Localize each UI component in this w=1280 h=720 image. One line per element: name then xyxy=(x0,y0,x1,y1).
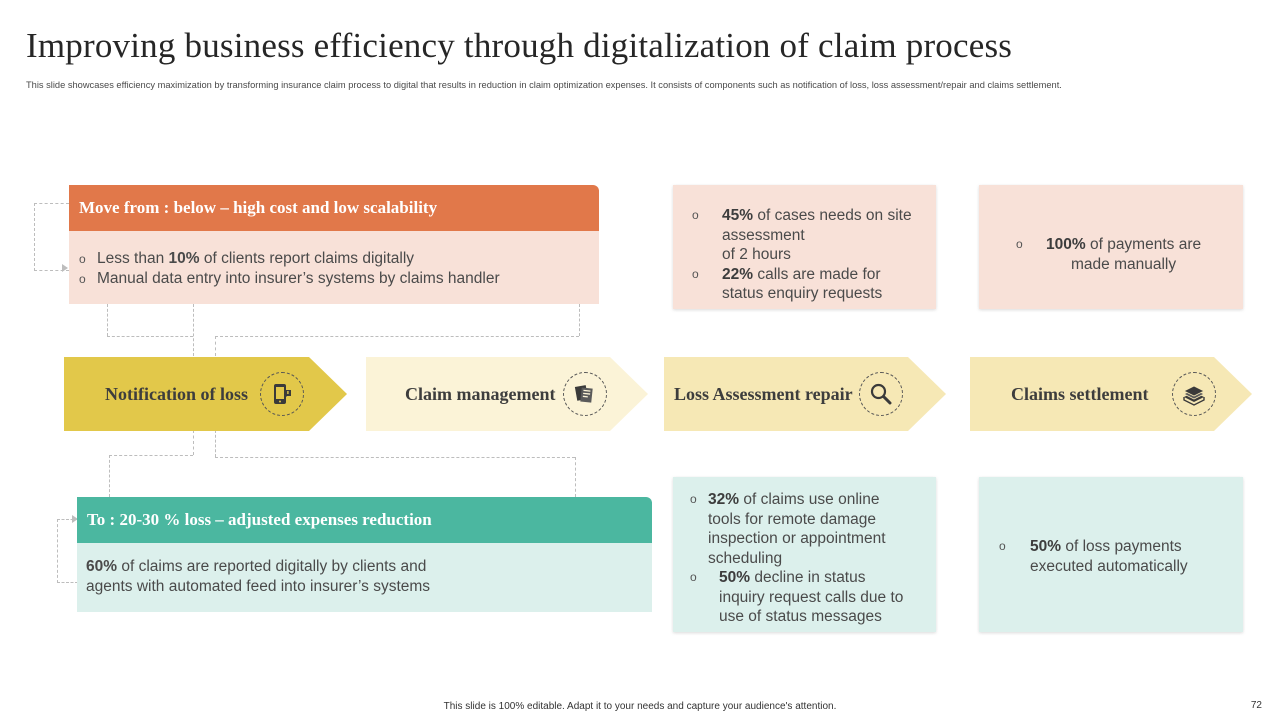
connector-left-top xyxy=(34,203,69,271)
connector-arrow-bottom xyxy=(72,515,78,523)
page-title: Improving business efficiency through di… xyxy=(26,26,1013,65)
list-item: o 50% of loss payments executed automati… xyxy=(999,538,1188,575)
connector-top-2b xyxy=(215,336,579,337)
list-item: o Less than 10% of clients report claims… xyxy=(79,250,415,267)
stage-claim-management: Claim management xyxy=(366,357,648,431)
bullet-icon: o xyxy=(79,272,86,286)
stage-label: Claim management xyxy=(405,383,556,404)
connector-top-1 xyxy=(107,304,194,356)
list-item: o 50% decline in status inquiry request … xyxy=(690,569,904,625)
connector-top-1a xyxy=(107,304,108,336)
connector-top-2a xyxy=(215,336,216,356)
move-from-panel: Move from : below – high cost and low sc… xyxy=(69,185,599,304)
mobile-alert-icon xyxy=(260,372,304,416)
move-from-heading: Move from : below – high cost and low sc… xyxy=(69,185,599,231)
connector-left-bottom xyxy=(57,519,78,583)
connector-bottom-2c xyxy=(575,457,576,497)
bullet-icon: o xyxy=(692,266,699,281)
bullet-icon: o xyxy=(690,492,697,506)
connector-top-1b xyxy=(107,336,193,337)
stage-notification-of-loss: Notification of loss xyxy=(64,357,347,431)
bullet-icon: o xyxy=(1016,237,1023,251)
stat-box-bottom-assessment: o 32% of claims use online tools for rem… xyxy=(673,477,936,632)
list-item: o 100% of payments are made manually xyxy=(1016,236,1202,273)
magnifier-icon xyxy=(859,372,903,416)
connector-bottom-2b xyxy=(215,457,575,458)
page-subtitle: This slide showcases efficiency maximiza… xyxy=(26,80,1062,90)
list-item: o 22% calls are made for status enquiry … xyxy=(692,265,883,303)
move-to-panel: To : 20-30 % loss – adjusted expenses re… xyxy=(77,497,652,612)
move-to-heading: To : 20-30 % loss – adjusted expenses re… xyxy=(77,497,652,543)
connector-bottom-1c xyxy=(109,455,110,497)
stage-label: Notification of loss xyxy=(105,383,248,404)
page-number: 72 xyxy=(1250,700,1262,711)
stage-claims-settlement: Claims settlement xyxy=(970,357,1252,431)
documents-icon xyxy=(563,372,607,416)
connector-bottom-2a xyxy=(215,430,216,457)
stat-box-bottom-settlement: o 50% of loss payments executed automati… xyxy=(979,477,1243,632)
bullet-icon: o xyxy=(692,208,699,222)
stage-label: Loss Assessment repair xyxy=(674,383,853,404)
stage-label: Claims settlement xyxy=(1011,383,1149,404)
list-item: o 32% of claims use online tools for rem… xyxy=(690,491,886,567)
connector-bottom-1a xyxy=(193,430,194,455)
connector-top-2c xyxy=(579,304,580,336)
money-stack-icon xyxy=(1172,372,1216,416)
move-to-body: 60% of claims are reported digitally by … xyxy=(77,543,652,612)
bullet-icon: o xyxy=(79,252,86,266)
stage-loss-assessment-repair: Loss Assessment repair xyxy=(664,357,946,431)
list-item: o Manual data entry into insurer’s syste… xyxy=(79,270,500,287)
connector-arrow-top xyxy=(62,264,68,272)
connector-bottom-1b xyxy=(109,455,193,456)
stat-box-top-settlement: o 100% of payments are made manually xyxy=(979,185,1243,309)
bullet-icon: o xyxy=(999,539,1006,553)
move-from-body: o Less than 10% of clients report claims… xyxy=(69,231,599,304)
footer-note: This slide is 100% editable. Adapt it to… xyxy=(443,701,837,712)
stat-box-top-assessment: o 45% of cases needs on site assessment … xyxy=(673,185,936,309)
list-item: o 45% of cases needs on site assessment … xyxy=(692,207,912,263)
bullet-icon: o xyxy=(690,570,697,584)
